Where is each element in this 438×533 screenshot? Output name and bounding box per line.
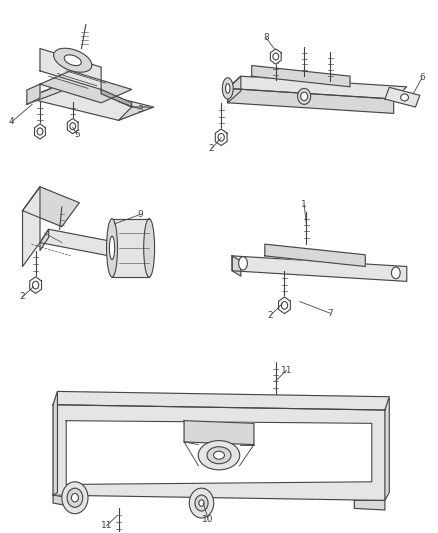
Polygon shape (40, 49, 101, 90)
Ellipse shape (226, 84, 230, 93)
Polygon shape (35, 124, 46, 139)
Polygon shape (184, 421, 254, 445)
Circle shape (189, 488, 214, 518)
Polygon shape (112, 219, 149, 277)
Text: 11: 11 (281, 366, 293, 375)
Circle shape (218, 133, 224, 141)
Polygon shape (53, 391, 57, 495)
Polygon shape (53, 495, 84, 508)
Polygon shape (228, 76, 407, 99)
Ellipse shape (198, 441, 240, 470)
Polygon shape (215, 129, 227, 146)
Polygon shape (385, 87, 420, 107)
Polygon shape (232, 256, 241, 276)
Polygon shape (354, 500, 385, 510)
Ellipse shape (106, 219, 117, 277)
Ellipse shape (222, 78, 233, 99)
Text: 1: 1 (301, 200, 307, 209)
Ellipse shape (64, 55, 81, 66)
Circle shape (273, 53, 279, 60)
Polygon shape (228, 88, 394, 114)
Ellipse shape (207, 447, 231, 464)
Polygon shape (270, 49, 281, 64)
Circle shape (71, 494, 78, 502)
Ellipse shape (392, 267, 400, 279)
Text: 10: 10 (202, 514, 214, 523)
Ellipse shape (110, 236, 115, 260)
Ellipse shape (144, 219, 155, 277)
Polygon shape (66, 421, 372, 484)
Polygon shape (279, 297, 290, 313)
Polygon shape (22, 187, 40, 266)
Text: 11: 11 (101, 521, 112, 530)
Text: 2: 2 (20, 292, 25, 301)
Polygon shape (228, 76, 241, 103)
Text: 5: 5 (74, 130, 80, 139)
Ellipse shape (239, 257, 247, 270)
Polygon shape (27, 84, 153, 120)
Ellipse shape (53, 49, 92, 72)
Polygon shape (232, 256, 407, 281)
Text: 8: 8 (263, 34, 269, 43)
Circle shape (199, 500, 204, 506)
Polygon shape (53, 405, 385, 500)
Polygon shape (40, 229, 49, 251)
Polygon shape (27, 84, 62, 104)
Polygon shape (252, 66, 350, 87)
Circle shape (32, 281, 39, 289)
Polygon shape (385, 397, 389, 500)
Text: 7: 7 (328, 309, 333, 318)
Text: 9: 9 (138, 210, 143, 219)
Ellipse shape (401, 94, 409, 101)
Polygon shape (53, 391, 389, 410)
Circle shape (297, 88, 311, 104)
Circle shape (67, 488, 83, 507)
Circle shape (70, 123, 76, 130)
Polygon shape (40, 71, 132, 103)
Text: 4: 4 (9, 117, 14, 126)
Circle shape (281, 302, 288, 309)
Polygon shape (27, 84, 40, 104)
Polygon shape (40, 229, 132, 259)
Polygon shape (119, 107, 153, 120)
Polygon shape (265, 244, 365, 266)
Circle shape (62, 482, 88, 514)
Circle shape (195, 495, 208, 511)
Text: 2: 2 (268, 311, 273, 320)
Text: 3: 3 (138, 104, 143, 114)
Polygon shape (101, 90, 132, 107)
Circle shape (37, 128, 43, 135)
Polygon shape (22, 187, 79, 227)
Text: 2: 2 (209, 144, 214, 153)
Text: 6: 6 (419, 73, 425, 82)
Ellipse shape (214, 451, 224, 459)
Circle shape (300, 92, 307, 101)
Polygon shape (30, 277, 42, 293)
Polygon shape (67, 118, 78, 134)
